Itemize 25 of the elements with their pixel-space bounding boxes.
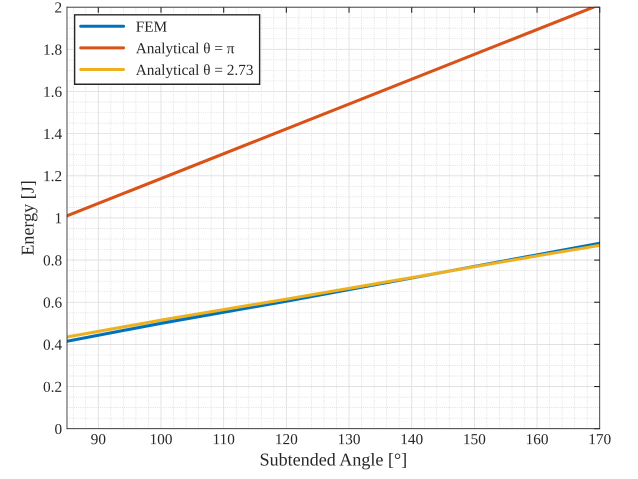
y-tick-label: 1.2 (44, 170, 62, 182)
y-tick-label: 1 (56, 213, 62, 224)
x-tick-label: 160 (526, 434, 548, 444)
y-tick-label: 1.8 (44, 44, 62, 55)
y-axis-title: Energy [J] (21, 182, 38, 256)
x-tick-label: 100 (150, 434, 172, 444)
y-tick-label: 0.4 (44, 340, 62, 350)
x-axis-title: Subtended Angle [°] (260, 452, 406, 470)
y-tick-label: 0.8 (44, 255, 62, 266)
y-tick-label: 2 (55, 2, 62, 12)
x-tick-label: 170 (590, 434, 611, 444)
y-tick-label: 1.4 (44, 128, 62, 140)
x-tick-label: 130 (338, 434, 360, 444)
x-tick-label: 110 (214, 434, 234, 444)
legend-label: Analytical θ = π (136, 42, 234, 57)
x-tick-label: 150 (464, 434, 486, 444)
y-tick-label: 0.6 (44, 297, 62, 308)
y-tick-label: 1.6 (44, 86, 62, 98)
x-tick-label: 90 (91, 434, 106, 444)
x-tick-label: 140 (402, 434, 423, 444)
legend-label: Analytical θ = 2.73 (136, 64, 253, 78)
y-tick-label: 0.2 (44, 382, 62, 392)
y-tick-label: 0 (55, 424, 62, 434)
legend-label: FEM (136, 22, 167, 32)
x-tick-label: 120 (276, 434, 298, 444)
